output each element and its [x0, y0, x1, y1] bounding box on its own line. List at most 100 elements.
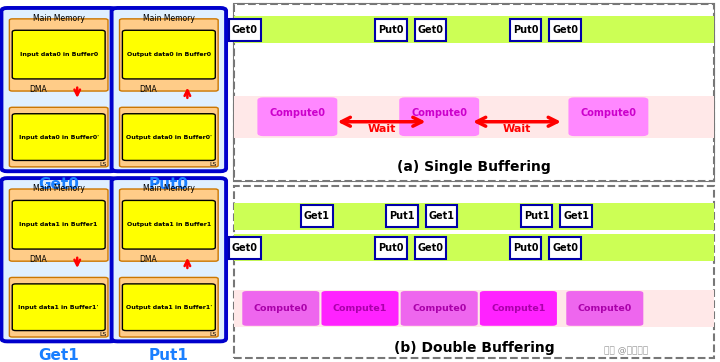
Text: Get1: Get1	[304, 211, 330, 221]
FancyBboxPatch shape	[122, 284, 215, 331]
Bar	[375, 19, 407, 41]
Text: 知乎 @紫气东来: 知乎 @紫气东来	[604, 346, 649, 355]
Bar	[229, 237, 261, 259]
FancyBboxPatch shape	[122, 114, 215, 160]
FancyBboxPatch shape	[9, 107, 108, 167]
Bar	[234, 16, 714, 43]
Text: Main Memory: Main Memory	[32, 184, 85, 193]
Text: Output data1 in Buffer1: Output data1 in Buffer1	[127, 222, 211, 227]
Bar	[426, 205, 457, 227]
Bar	[560, 205, 592, 227]
Text: Put0: Put0	[378, 25, 404, 35]
Text: Get0: Get0	[552, 25, 578, 35]
FancyBboxPatch shape	[9, 189, 108, 261]
Text: Put0: Put0	[513, 25, 539, 35]
Text: LS: LS	[210, 332, 217, 337]
Text: DMA: DMA	[30, 255, 47, 264]
Text: Compute0: Compute0	[269, 108, 325, 118]
Bar	[415, 237, 446, 259]
Bar	[386, 205, 418, 227]
FancyBboxPatch shape	[1, 178, 116, 341]
Text: Input data1 in Buffer1: Input data1 in Buffer1	[19, 222, 98, 227]
FancyBboxPatch shape	[569, 97, 649, 136]
Bar	[234, 96, 714, 138]
FancyBboxPatch shape	[9, 19, 108, 91]
FancyBboxPatch shape	[234, 4, 714, 181]
Text: (a) Single Buffering: (a) Single Buffering	[397, 160, 551, 174]
FancyBboxPatch shape	[112, 178, 226, 341]
Text: Compute0: Compute0	[411, 108, 467, 118]
FancyBboxPatch shape	[322, 291, 399, 326]
Bar	[510, 237, 541, 259]
Text: Wait: Wait	[367, 124, 396, 134]
Text: DMA: DMA	[140, 255, 157, 264]
Text: Input data1 in Buffer1': Input data1 in Buffer1'	[19, 305, 99, 310]
Text: Output data1 in Buffer1': Output data1 in Buffer1'	[126, 305, 212, 310]
Text: Put1: Put1	[523, 211, 549, 221]
Text: Get0: Get0	[232, 243, 258, 253]
Text: Put0: Put0	[378, 243, 404, 253]
Text: DMA: DMA	[140, 85, 157, 94]
FancyBboxPatch shape	[1, 8, 116, 171]
Text: Compute0: Compute0	[580, 108, 636, 118]
Text: Output data0 in Buffer0': Output data0 in Buffer0'	[126, 135, 212, 140]
Text: LS: LS	[210, 161, 217, 167]
Text: Get1: Get1	[563, 211, 589, 221]
FancyBboxPatch shape	[400, 291, 478, 326]
FancyBboxPatch shape	[9, 277, 108, 337]
Text: Get0: Get0	[552, 243, 578, 253]
Text: Put0: Put0	[149, 177, 189, 192]
FancyBboxPatch shape	[122, 201, 215, 249]
FancyBboxPatch shape	[120, 107, 218, 167]
Bar	[415, 19, 446, 41]
FancyBboxPatch shape	[12, 284, 105, 331]
Text: Get1: Get1	[38, 348, 79, 362]
Bar	[549, 19, 581, 41]
FancyBboxPatch shape	[399, 97, 480, 136]
Text: Get0: Get0	[38, 177, 79, 192]
Text: LS: LS	[99, 161, 107, 167]
Bar	[549, 237, 581, 259]
Bar	[301, 205, 333, 227]
Text: Compute0: Compute0	[253, 304, 308, 313]
Text: Compute0: Compute0	[577, 304, 632, 313]
Text: LS: LS	[99, 332, 107, 337]
FancyBboxPatch shape	[112, 8, 226, 171]
FancyBboxPatch shape	[12, 30, 105, 79]
FancyBboxPatch shape	[120, 277, 218, 337]
FancyBboxPatch shape	[566, 291, 644, 326]
Text: (b) Double Buffering: (b) Double Buffering	[394, 341, 554, 355]
Text: Output data0 in Buffer0: Output data0 in Buffer0	[127, 52, 211, 57]
Text: Put1: Put1	[149, 348, 189, 362]
Bar	[234, 234, 714, 261]
Text: Get0: Get0	[418, 243, 444, 253]
FancyBboxPatch shape	[234, 4, 714, 181]
FancyBboxPatch shape	[120, 19, 218, 91]
FancyBboxPatch shape	[258, 97, 337, 136]
FancyBboxPatch shape	[12, 201, 105, 249]
Text: Main Memory: Main Memory	[143, 14, 195, 23]
Bar	[521, 205, 552, 227]
Text: Put0: Put0	[513, 243, 539, 253]
Text: Wait: Wait	[503, 124, 531, 134]
FancyBboxPatch shape	[234, 186, 714, 358]
FancyBboxPatch shape	[12, 114, 105, 160]
Text: Get1: Get1	[428, 211, 454, 221]
Text: Get0: Get0	[232, 25, 258, 35]
Bar	[234, 290, 714, 327]
FancyBboxPatch shape	[480, 291, 557, 326]
FancyBboxPatch shape	[120, 189, 218, 261]
Text: Compute1: Compute1	[333, 304, 387, 313]
Text: Main Memory: Main Memory	[143, 184, 195, 193]
Text: Compute1: Compute1	[491, 304, 546, 313]
FancyBboxPatch shape	[122, 30, 215, 79]
Bar	[375, 237, 407, 259]
Text: Main Memory: Main Memory	[32, 14, 85, 23]
Bar	[234, 203, 714, 230]
Bar	[510, 19, 541, 41]
Text: Get0: Get0	[418, 25, 444, 35]
Text: Put1: Put1	[389, 211, 415, 221]
Text: Input data0 in Buffer0': Input data0 in Buffer0'	[19, 135, 99, 140]
Bar	[229, 19, 261, 41]
Text: Compute0: Compute0	[412, 304, 467, 313]
